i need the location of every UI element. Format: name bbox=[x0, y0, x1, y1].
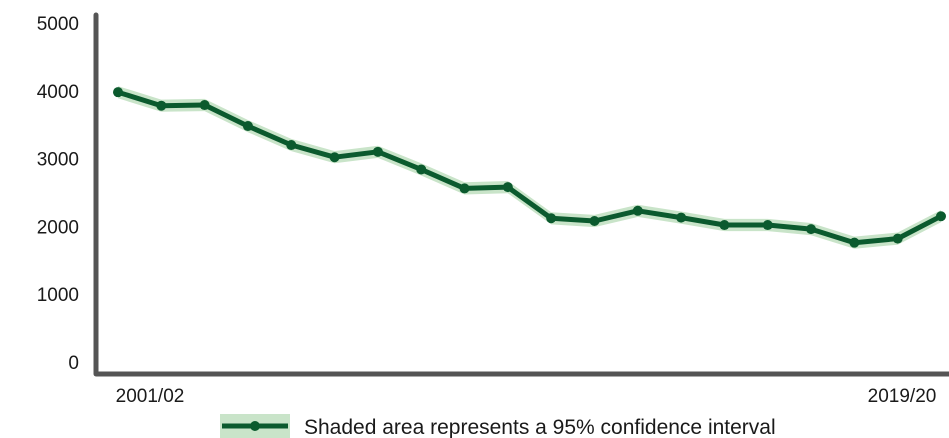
y-tick-label: 1000 bbox=[37, 285, 79, 306]
y-tick-label: 0 bbox=[68, 353, 79, 374]
data-point bbox=[113, 87, 123, 98]
x-tick-label-end: 2019/20 bbox=[868, 386, 937, 407]
data-line bbox=[115, 89, 944, 246]
x-tick-label-start: 2001/02 bbox=[116, 386, 185, 407]
data-point bbox=[286, 140, 297, 151]
data-point bbox=[156, 100, 167, 111]
legend: Shaded area represents a 95% confidence … bbox=[220, 414, 776, 438]
data-point bbox=[632, 205, 643, 216]
data-point bbox=[546, 213, 557, 224]
data-point bbox=[589, 215, 600, 226]
data-point bbox=[459, 183, 470, 194]
data-points bbox=[113, 87, 946, 248]
confidence-band bbox=[118, 86, 941, 249]
y-tick-label: 2000 bbox=[37, 217, 79, 238]
data-point bbox=[242, 121, 253, 132]
legend-text: Shaded area represents a 95% confidence … bbox=[304, 416, 776, 438]
data-point bbox=[416, 164, 427, 175]
y-tick-label: 5000 bbox=[37, 14, 79, 35]
data-point bbox=[199, 100, 210, 111]
y-tick-label: 3000 bbox=[37, 150, 79, 171]
data-point bbox=[892, 233, 903, 244]
data-point bbox=[676, 212, 687, 223]
data-point bbox=[372, 146, 383, 157]
y-tick-label: 4000 bbox=[37, 82, 79, 103]
data-point bbox=[849, 237, 860, 248]
data-point bbox=[502, 182, 513, 193]
legend-point-swatch bbox=[250, 421, 260, 431]
data-point bbox=[762, 220, 773, 231]
data-point bbox=[936, 211, 946, 222]
data-point bbox=[806, 224, 817, 235]
y-axis-ticks: 0 1000 2000 3000 4000 5000 bbox=[37, 14, 79, 374]
data-point bbox=[329, 152, 340, 163]
data-point bbox=[719, 220, 730, 231]
